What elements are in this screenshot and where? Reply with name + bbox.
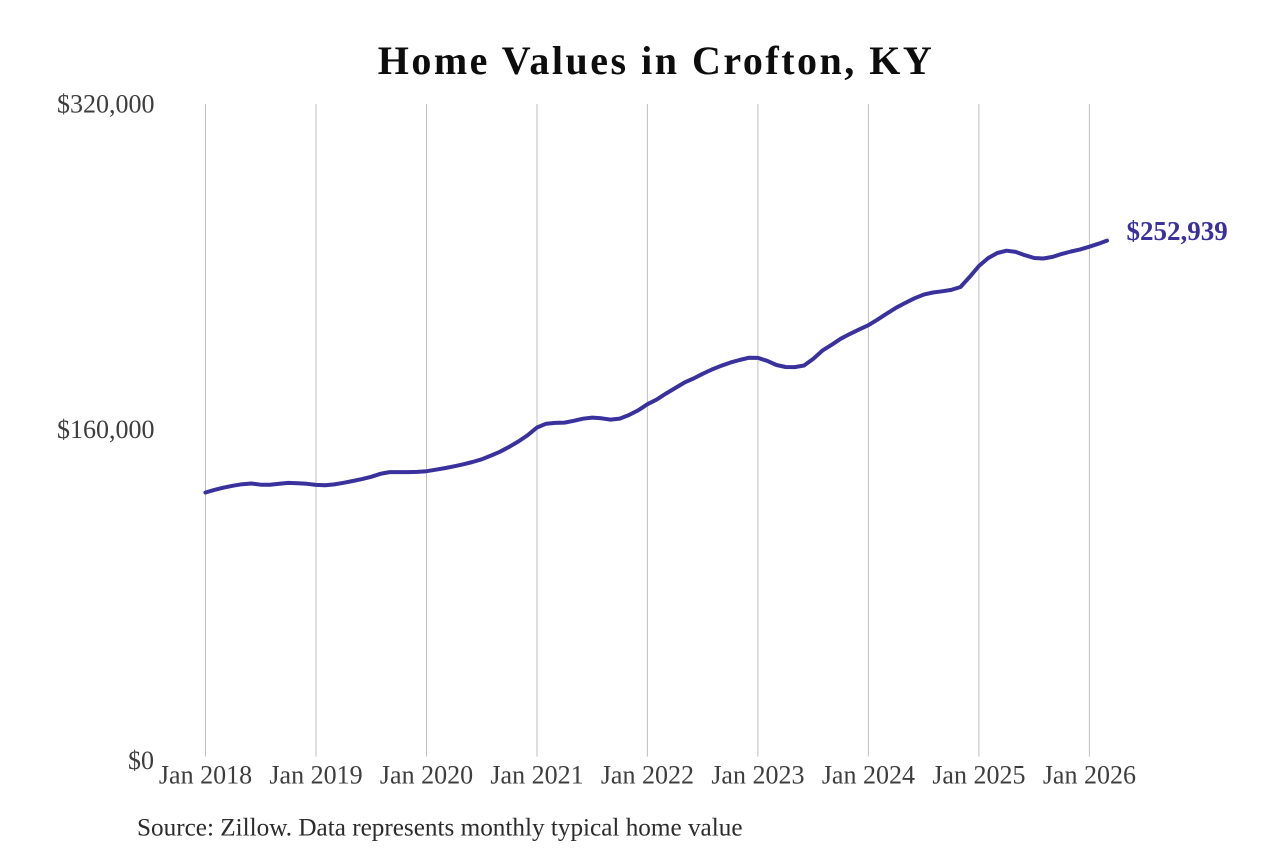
svg-text:$252,939: $252,939 [1127, 216, 1228, 246]
svg-text:$160,000: $160,000 [57, 415, 155, 444]
svg-text:Jan 2019: Jan 2019 [269, 761, 362, 790]
svg-text:Home Values in Crofton, KY: Home Values in Crofton, KY [378, 38, 935, 83]
svg-text:$0: $0 [128, 746, 154, 775]
svg-text:$320,000: $320,000 [57, 89, 155, 118]
svg-text:Source: Zillow. Data represent: Source: Zillow. Data represents monthly … [137, 814, 743, 841]
svg-text:Jan 2024: Jan 2024 [822, 761, 915, 790]
svg-text:Jan 2018: Jan 2018 [159, 761, 252, 790]
svg-text:Jan 2023: Jan 2023 [711, 761, 804, 790]
svg-text:Jan 2026: Jan 2026 [1043, 761, 1136, 790]
svg-text:Jan 2025: Jan 2025 [932, 761, 1025, 790]
svg-text:Jan 2021: Jan 2021 [490, 761, 583, 790]
svg-text:Jan 2022: Jan 2022 [601, 761, 694, 790]
svg-text:Jan 2020: Jan 2020 [380, 761, 473, 790]
